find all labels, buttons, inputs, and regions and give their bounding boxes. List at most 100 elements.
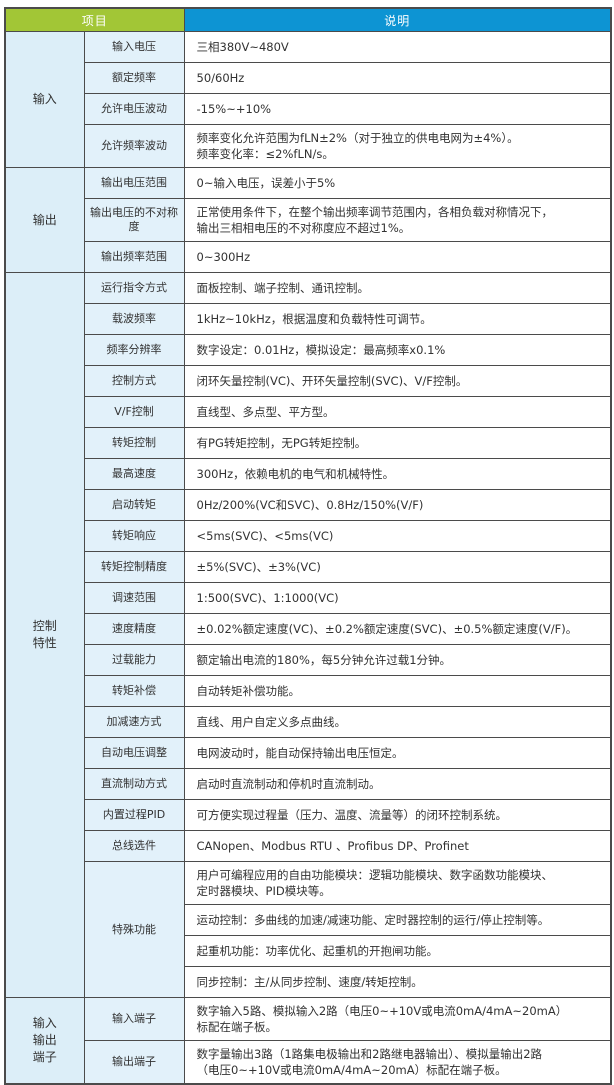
table-row: 过载能力 额定输出电流的180%，每5分钟允许过载1分钟。	[5, 644, 612, 676]
table-row: 特殊功能 用户可编程应用的自由功能模块：逻辑功能模块、数字函数功能模块、 定时器模块…	[5, 861, 612, 998]
item-label-cell: 控制方式	[83, 365, 185, 397]
table-row: 启动转矩 0Hz/200%(VC和SVC)、0.8Hz/150%(V/F)	[5, 489, 612, 521]
table-row: 控制方式 闭环矢量控制(VC)、开环矢量控制(SVC)、V/F控制。	[5, 365, 612, 397]
desc-cell: 可方便实现过程量（压力、温度、流量等）的闭环控制系统。	[183, 799, 612, 831]
item-label-cell: 输出端子	[83, 1040, 185, 1085]
group-cell: 控制 特性	[4, 272, 85, 998]
desc-line: 用户可编程应用的自由功能模块：逻辑功能模块、数字函数功能模块、	[196, 868, 554, 882]
item-label-cell: 转矩控制精度	[83, 551, 185, 583]
item-label-cell: 输入电压	[83, 31, 185, 63]
desc-line: 50/60Hz	[196, 71, 245, 85]
table-row: 加减速方式 直线、用户自定义多点曲线。	[5, 706, 612, 738]
desc-cell: 0Hz/200%(VC和SVC)、0.8Hz/150%(V/F)	[183, 489, 612, 521]
spec-table-body: 输入 输入电压 三相380V~480V 额定频率 50/60Hz 允许电压波动 -15%~+…	[4, 31, 612, 1085]
table-row: 控制 特性 运行指令方式 面板控制、端子控制、通讯控制。	[4, 272, 612, 998]
desc-cell: CANopen、Modbus RTU 、Profibus DP、Profinet	[183, 830, 612, 862]
table-row: 调速范围 1:500(SVC)、1:1000(VC)	[5, 582, 612, 614]
desc-cell: 三相380V~480V	[183, 31, 612, 63]
table-row: 最高速度 300Hz，依赖电机的电气和机械特性。	[5, 458, 612, 490]
desc-cell: 数字设定：0.01Hz，模拟设定：最高频率x0.1%	[183, 334, 612, 366]
item-label-cell: 内置过程PID	[83, 799, 185, 831]
desc-line: 额定输出电流的180%，每5分钟允许过载1分钟。	[196, 653, 452, 667]
desc-cell: ±5%(SVC)、±3%(VC)	[183, 551, 612, 583]
table-row: 输出频率范围 0~300Hz	[5, 241, 612, 273]
table-row: 输入输出 端子 输入端子 数字输入5路、模拟输入2路（电压0~+10V或电流0mA/4…	[4, 997, 612, 1085]
item-label-cell: 自动电压调整	[83, 737, 185, 769]
item-label-cell: 输出电压的不对称度	[83, 198, 185, 242]
group-label-line: 输入	[32, 92, 57, 106]
desc-cell: -15%~+10%	[183, 93, 612, 125]
desc-cell: 有PG转矩控制，无PG转矩控制。	[183, 427, 612, 459]
group-label-line: 特性	[32, 636, 57, 650]
desc-line: 0Hz/200%(VC和SVC)、0.8Hz/150%(V/F)	[196, 498, 424, 512]
desc-cell: 启动时直流制动和停机时直流制动。	[183, 768, 612, 800]
desc-cell: 数字量输出3路（1路集电极输出和2路继电器输出）、模拟量输出2路 （电压0~+10…	[183, 1040, 612, 1085]
desc-cell: 闭环矢量控制(VC)、开环矢量控制(SVC)、V/F控制。	[183, 365, 612, 397]
desc-line: 1kHz~10kHz，根据温度和负载特性可调节。	[196, 312, 432, 326]
desc-cell: 300Hz，依赖电机的电气和机械特性。	[183, 458, 612, 490]
desc-line: 输出三相相电压的不对称度应不超过1%。	[196, 221, 411, 235]
table-row: 转矩控制 有PG转矩控制，无PG转矩控制。	[5, 427, 612, 459]
table-row: 内置过程PID 可方便实现过程量（压力、温度、流量等）的闭环控制系统。	[5, 799, 612, 831]
desc-line: 可方便实现过程量（压力、温度、流量等）的闭环控制系统。	[196, 808, 508, 822]
item-label-cell: 输出频率范围	[83, 241, 185, 273]
group-cell: 输出	[4, 167, 85, 273]
desc-cell: 0~输入电压，误差小于5%	[183, 167, 612, 199]
table-header: 项目 说明	[4, 7, 612, 32]
desc-line: 运动控制：多曲线的加速/减速功能、定时器控制的运行/停止控制等。	[196, 913, 550, 927]
group-cell: 输入	[4, 31, 85, 168]
table-row: 输出电压的不对称度 正常使用条件下，在整个输出频率调节范围内，各相负载对称情况下，…	[5, 198, 612, 242]
item-label-cell: 额定频率	[83, 62, 185, 94]
desc-cell: 频率变化允许范围为fLN±2%（对于独立的供电电网为±4%）。 频率变化率：≤2%…	[183, 124, 612, 168]
desc-cell: 运动控制：多曲线的加速/减速功能、定时器控制的运行/停止控制等。	[183, 904, 612, 936]
desc-line: （电压0~+10V或电流0mA/4mA~20mA）标配在端子板。	[196, 1063, 507, 1077]
desc-line: <5ms(SVC)、<5ms(VC)	[196, 529, 334, 543]
group-label-line: 输出	[32, 212, 57, 227]
desc-cell: 额定输出电流的180%，每5分钟允许过载1分钟。	[183, 644, 612, 676]
desc-line: 频率变化允许范围为fLN±2%（对于独立的供电电网为±4%）。	[196, 131, 519, 145]
desc-line: 有PG转矩控制，无PG转矩控制。	[196, 436, 367, 450]
item-label-cell: 速度精度	[83, 613, 185, 645]
desc-cell: 同步控制：主/从同步控制、速度/转矩控制。	[183, 966, 612, 998]
item-label-cell: 特殊功能	[83, 861, 185, 998]
group-label-line: 输入	[32, 1016, 57, 1030]
table-row: 自动电压调整 电网波动时，能自动保持输出电压恒定。	[5, 737, 612, 769]
desc-line: ±5%(SVC)、±3%(VC)	[196, 560, 321, 574]
desc-cell: 1kHz~10kHz，根据温度和负载特性可调节。	[183, 303, 612, 335]
desc-line: 直线型、多点型、平方型。	[196, 405, 335, 419]
item-label-cell: 总线选件	[83, 830, 185, 862]
desc-cell: <5ms(SVC)、<5ms(VC)	[183, 520, 612, 552]
desc-line: 面板控制、端子控制、通讯控制。	[196, 281, 370, 295]
table-row: 总线选件 CANopen、Modbus RTU 、Profibus DP、Prof…	[5, 830, 612, 862]
item-label-cell: 转矩响应	[83, 520, 185, 552]
item-label-cell: 调速范围	[83, 582, 185, 614]
desc-line: 标配在端子板。	[196, 1020, 278, 1034]
item-label-cell: 输入端子	[83, 997, 185, 1041]
group-label-line: 端子	[32, 1050, 57, 1064]
desc-line: 数字输入5路、模拟输入2路（电压0~+10V或电流0mA/4mA~20mA）	[196, 1004, 568, 1018]
desc-line: 同步控制：主/从同步控制、速度/转矩控制。	[196, 975, 423, 989]
desc-line: 300Hz，依赖电机的电气和机械特性。	[196, 467, 395, 481]
item-label-cell: 加减速方式	[83, 706, 185, 738]
desc-line: 频率变化率：≤2%fLN/s。	[196, 147, 334, 161]
desc-cell: 用户可编程应用的自由功能模块：逻辑功能模块、数字函数功能模块、 定时器模块、PID…	[183, 861, 612, 905]
desc-line: 数字量输出3路（1路集电极输出和2路继电器输出）、模拟量输出2路	[196, 1047, 543, 1061]
desc-line: 启动时直流制动和停机时直流制动。	[196, 777, 381, 791]
desc-cell: 直线、用户自定义多点曲线。	[183, 706, 612, 738]
item-label-cell: 直流制动方式	[83, 768, 185, 800]
table-row: 速度精度 ±0.02%额定速度(VC)、±0.2%额定速度(SVC)、±0.5%额…	[5, 613, 612, 645]
desc-line: 自动转矩补偿功能。	[196, 684, 301, 698]
table-row: 输出端子 数字量输出3路（1路集电极输出和2路继电器输出）、模拟量输出2路 （电压0…	[5, 1040, 612, 1085]
table-row: 输入 输入电压 三相380V~480V	[4, 31, 612, 168]
table-row: 允许电压波动 -15%~+10%	[5, 93, 612, 125]
desc-line: 数字设定：0.01Hz，模拟设定：最高频率x0.1%	[196, 343, 446, 357]
desc-line: ±0.02%额定速度(VC)、±0.2%额定速度(SVC)、±0.5%额定速度(…	[196, 622, 578, 636]
table-row: 载波频率 1kHz~10kHz，根据温度和负载特性可调节。	[5, 303, 612, 335]
table-row: 频率分辨率 数字设定：0.01Hz，模拟设定：最高频率x0.1%	[5, 334, 612, 366]
table-row: 转矩补偿 自动转矩补偿功能。	[5, 675, 612, 707]
desc-line: 0~300Hz	[196, 250, 251, 264]
table-row: 转矩响应 <5ms(SVC)、<5ms(VC)	[5, 520, 612, 552]
desc-line: 1:500(SVC)、1:1000(VC)	[196, 591, 339, 605]
desc-cell: ±0.02%额定速度(VC)、±0.2%额定速度(SVC)、±0.5%额定速度(…	[183, 613, 612, 645]
desc-cell: 0~300Hz	[183, 241, 612, 273]
